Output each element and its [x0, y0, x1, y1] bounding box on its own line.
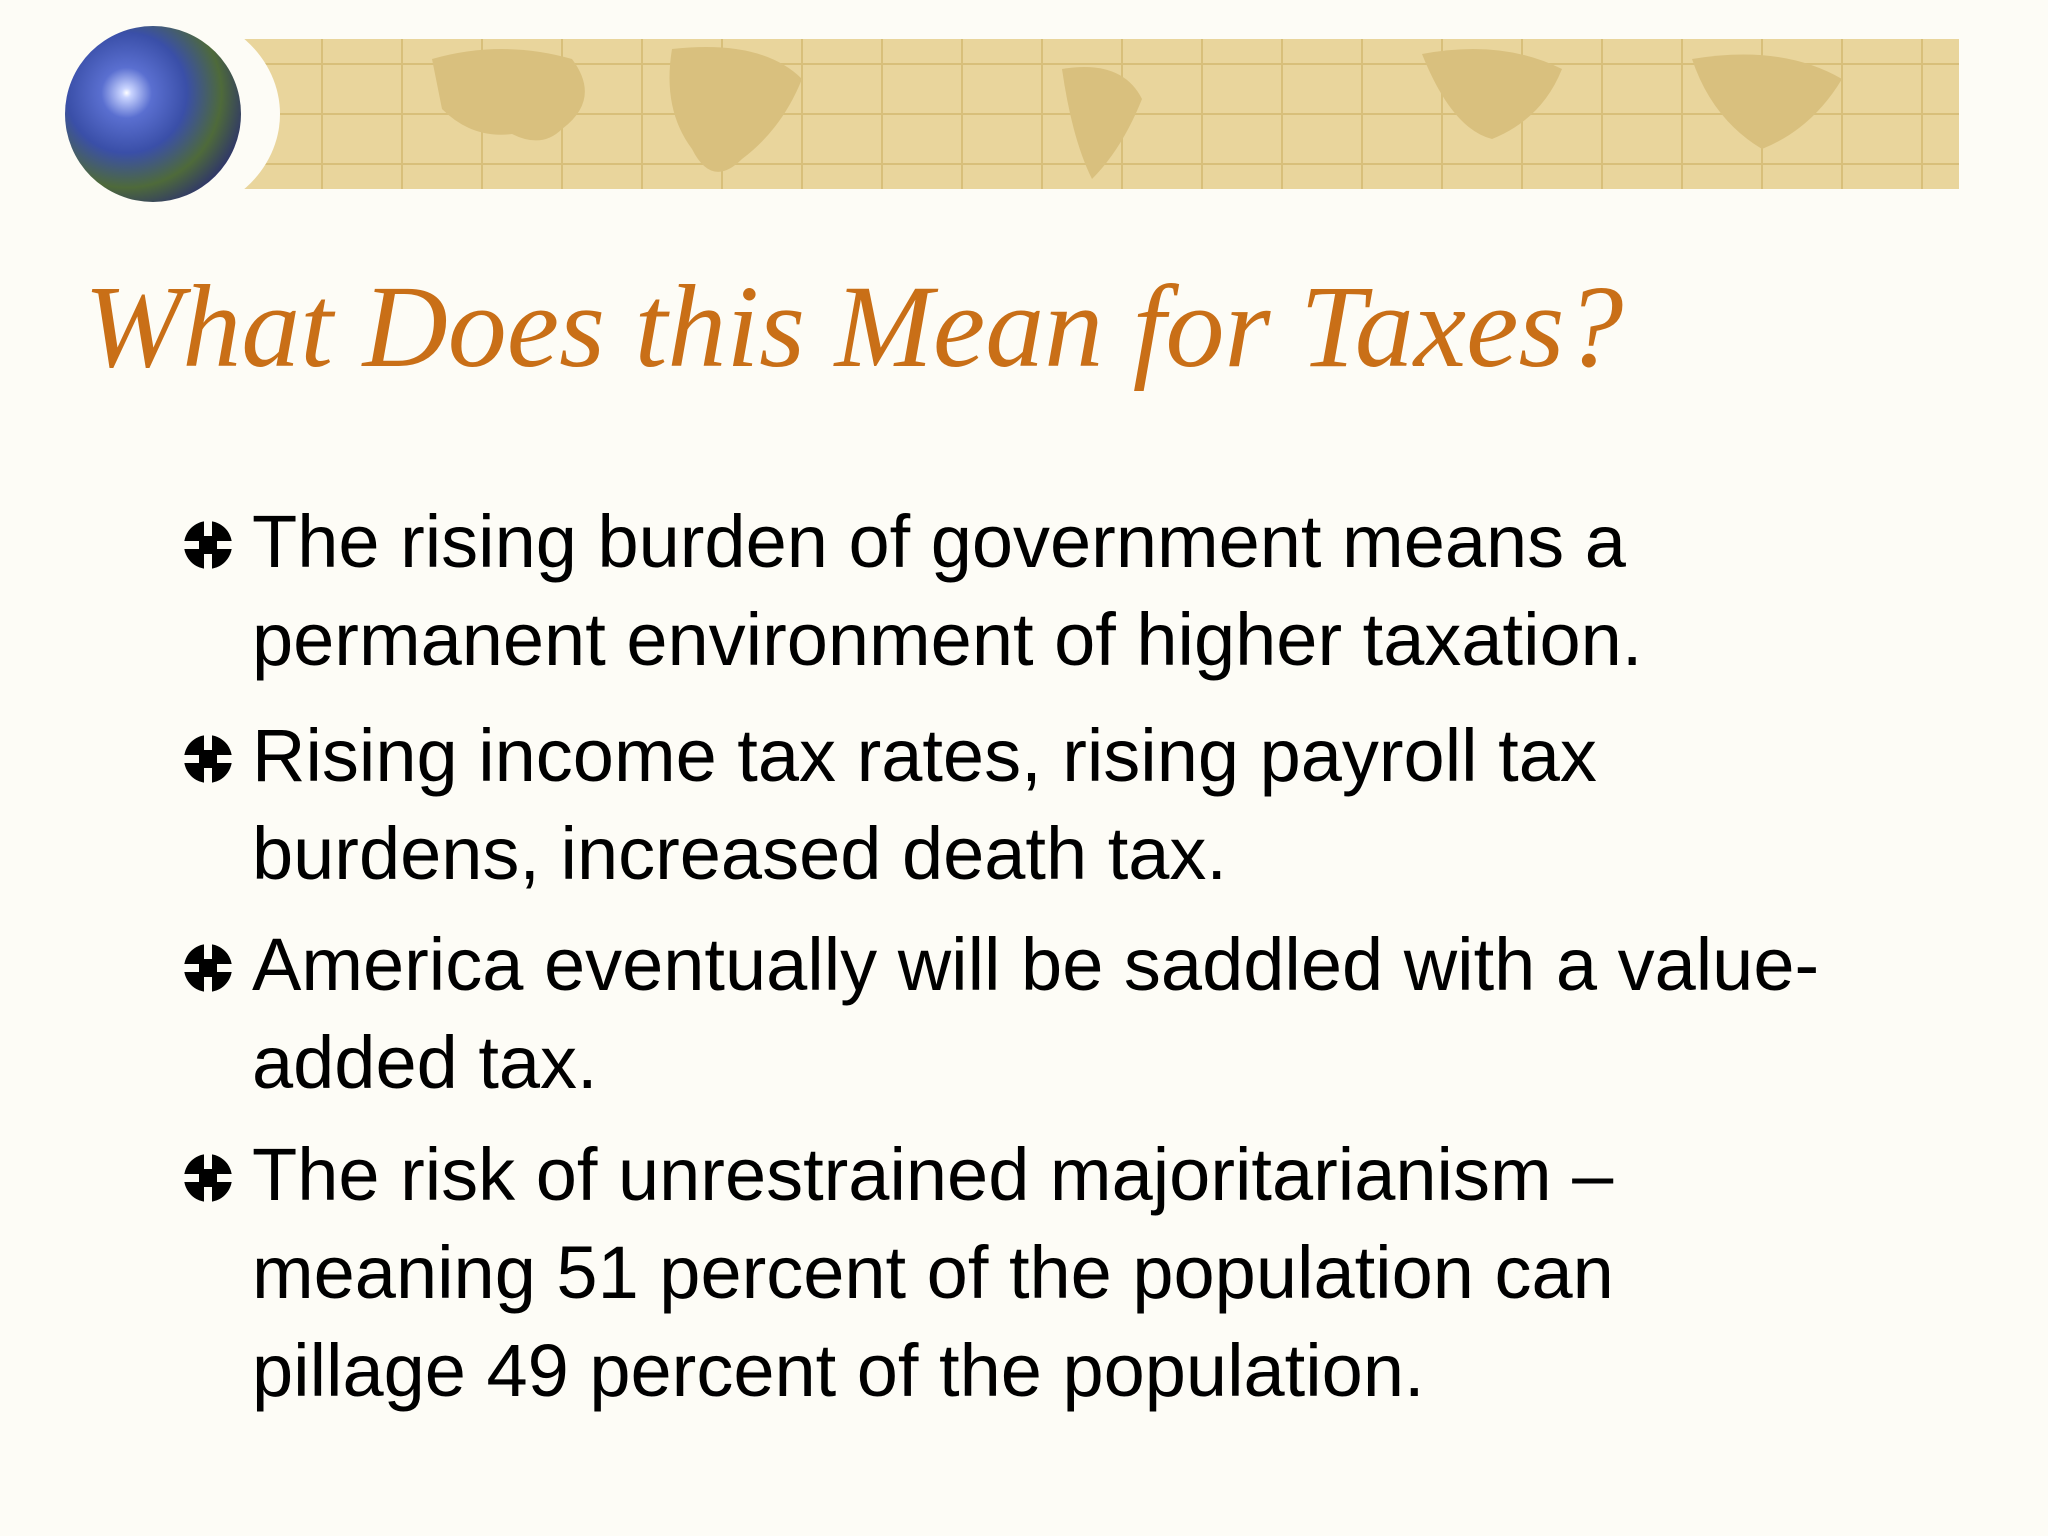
bullet-text: The rising burden of government means a: [252, 500, 1626, 583]
bullet-text: added tax.: [252, 1021, 598, 1104]
slide-title: What Does this Mean for Taxes?: [84, 261, 1624, 392]
bullet-icon: [184, 735, 232, 783]
bullet-text: America eventually will be saddled with …: [252, 923, 1820, 1006]
bullet-text: Rising income tax rates, rising payroll …: [252, 714, 1597, 797]
bullet-text: permanent environment of higher taxation…: [252, 598, 1643, 681]
bullet-icon: [184, 521, 232, 569]
bullet-icon: [184, 944, 232, 992]
bullet-text: burdens, increased death tax.: [252, 812, 1227, 895]
bullet-text: The risk of unrestrained majoritarianism…: [252, 1133, 1614, 1216]
banner: [242, 39, 1959, 189]
map-grid: [242, 39, 1959, 189]
bullet-text: pillage 49 percent of the population.: [252, 1329, 1425, 1412]
bullet-icon: [184, 1154, 232, 1202]
bullet-text: meaning 51 percent of the population can: [252, 1231, 1614, 1314]
globe-logo: [65, 26, 241, 202]
